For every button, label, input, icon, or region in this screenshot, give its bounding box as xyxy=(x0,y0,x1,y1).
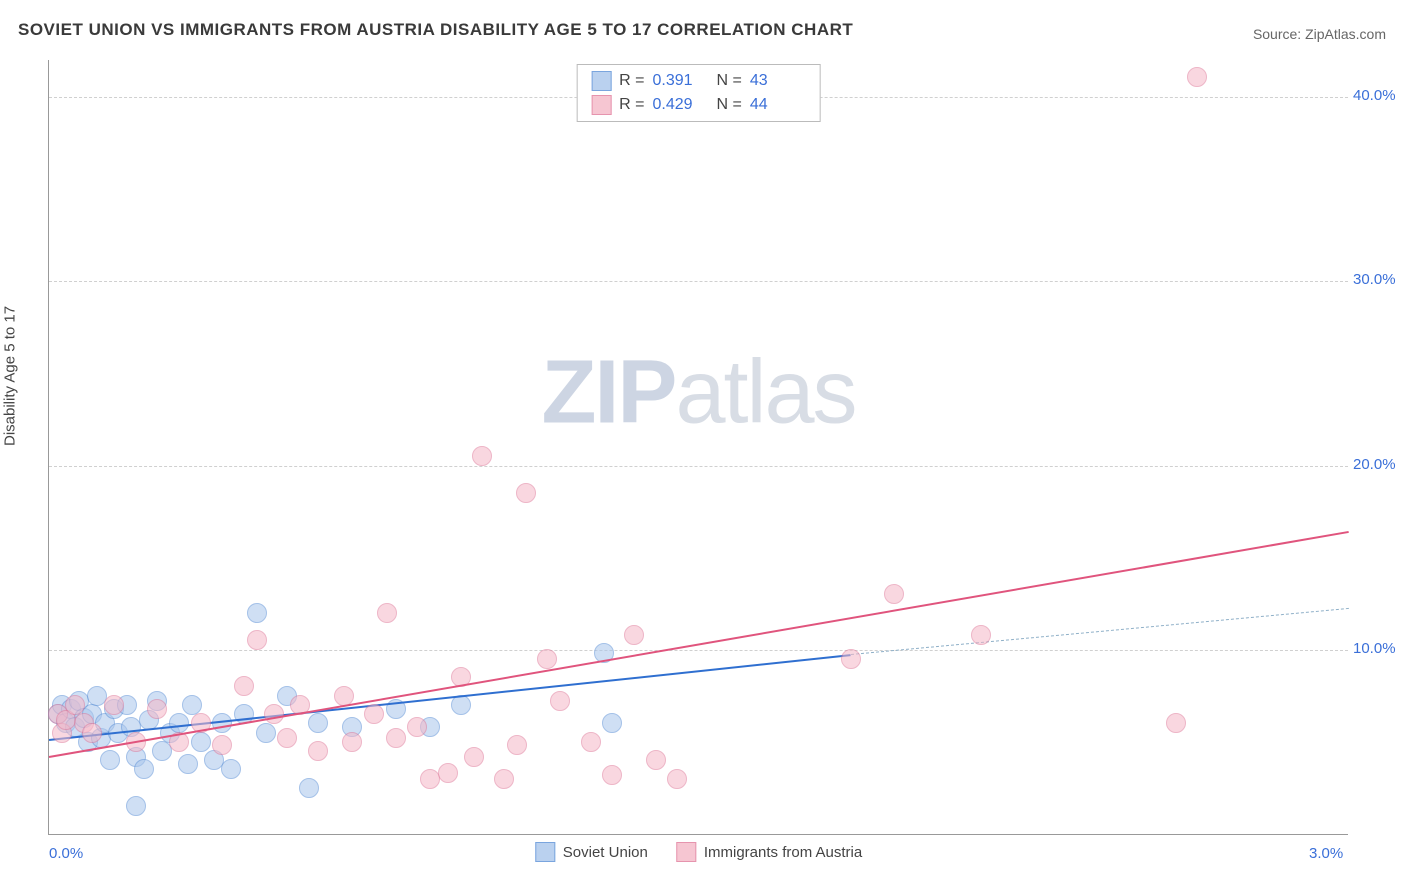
data-point xyxy=(82,723,102,743)
data-point xyxy=(264,704,284,724)
r-label: R = xyxy=(619,72,644,90)
x-tick-label: 3.0% xyxy=(1309,845,1343,862)
watermark: ZIPatlas xyxy=(541,341,855,444)
y-axis-label: Disability Age 5 to 17 xyxy=(2,306,19,446)
data-point xyxy=(221,759,241,779)
data-point xyxy=(126,796,146,816)
n-value: 44 xyxy=(750,96,806,114)
data-point xyxy=(364,704,384,724)
trend-line xyxy=(851,608,1349,655)
trend-line xyxy=(49,654,851,741)
data-point xyxy=(971,625,991,645)
legend-label: Soviet Union xyxy=(563,844,648,861)
legend-stat-row: R = 0.429 N = 44 xyxy=(577,93,820,117)
watermark-light: atlas xyxy=(675,342,855,442)
data-point xyxy=(377,603,397,623)
data-point xyxy=(438,763,458,783)
legend-swatch xyxy=(591,71,611,91)
data-point xyxy=(342,732,362,752)
watermark-bold: ZIP xyxy=(541,342,675,442)
data-point xyxy=(516,483,536,503)
data-point xyxy=(602,765,622,785)
data-point xyxy=(299,778,319,798)
n-label: N = xyxy=(717,96,742,114)
legend-stat-row: R = 0.391 N = 43 xyxy=(577,69,820,93)
y-tick-label: 40.0% xyxy=(1353,87,1406,104)
source-label: Source: ZipAtlas.com xyxy=(1253,26,1386,42)
legend-swatch xyxy=(535,842,555,862)
gridline xyxy=(49,281,1348,282)
data-point xyxy=(581,732,601,752)
y-tick-label: 20.0% xyxy=(1353,456,1406,473)
data-point xyxy=(550,691,570,711)
legend-item: Soviet Union xyxy=(535,842,648,862)
n-label: N = xyxy=(717,72,742,90)
data-point xyxy=(841,649,861,669)
data-point xyxy=(100,750,120,770)
data-point xyxy=(308,741,328,761)
data-point xyxy=(212,735,232,755)
data-point xyxy=(1166,713,1186,733)
data-point xyxy=(472,446,492,466)
data-point xyxy=(234,676,254,696)
legend-series: Soviet Union Immigrants from Austria xyxy=(535,842,862,862)
r-value: 0.429 xyxy=(653,96,709,114)
data-point xyxy=(646,750,666,770)
y-tick-label: 30.0% xyxy=(1353,271,1406,288)
data-point xyxy=(308,713,328,733)
x-tick-label: 0.0% xyxy=(49,845,83,862)
data-point xyxy=(191,732,211,752)
data-point xyxy=(602,713,622,733)
legend-item: Immigrants from Austria xyxy=(676,842,862,862)
data-point xyxy=(494,769,514,789)
data-point xyxy=(104,695,124,715)
y-tick-label: 10.0% xyxy=(1353,640,1406,657)
gridline xyxy=(49,650,1348,651)
data-point xyxy=(256,723,276,743)
data-point xyxy=(147,699,167,719)
data-point xyxy=(464,747,484,767)
data-point xyxy=(884,584,904,604)
data-point xyxy=(178,754,198,774)
data-point xyxy=(65,695,85,715)
data-point xyxy=(386,728,406,748)
chart-title: SOVIET UNION VS IMMIGRANTS FROM AUSTRIA … xyxy=(18,20,853,40)
data-point xyxy=(182,695,202,715)
data-point xyxy=(537,649,557,669)
data-point xyxy=(247,630,267,650)
data-point xyxy=(247,603,267,623)
data-point xyxy=(169,713,189,733)
data-point xyxy=(667,769,687,789)
n-value: 43 xyxy=(750,72,806,90)
r-label: R = xyxy=(619,96,644,114)
plot-area: ZIPatlas R =0.391N =43R =0.429N =44 Sovi… xyxy=(48,60,1348,835)
legend-swatch xyxy=(591,95,611,115)
data-point xyxy=(277,728,297,748)
data-point xyxy=(507,735,527,755)
gridline xyxy=(49,466,1348,467)
r-value: 0.391 xyxy=(653,72,709,90)
data-point xyxy=(407,717,427,737)
legend-swatch xyxy=(676,842,696,862)
data-point xyxy=(1187,67,1207,87)
legend-label: Immigrants from Austria xyxy=(704,844,862,861)
trend-line xyxy=(49,531,1349,758)
legend-stats: R = 0.391 N = 43 R = 0.429 N = 44 xyxy=(576,64,821,122)
data-point xyxy=(134,759,154,779)
data-point xyxy=(624,625,644,645)
